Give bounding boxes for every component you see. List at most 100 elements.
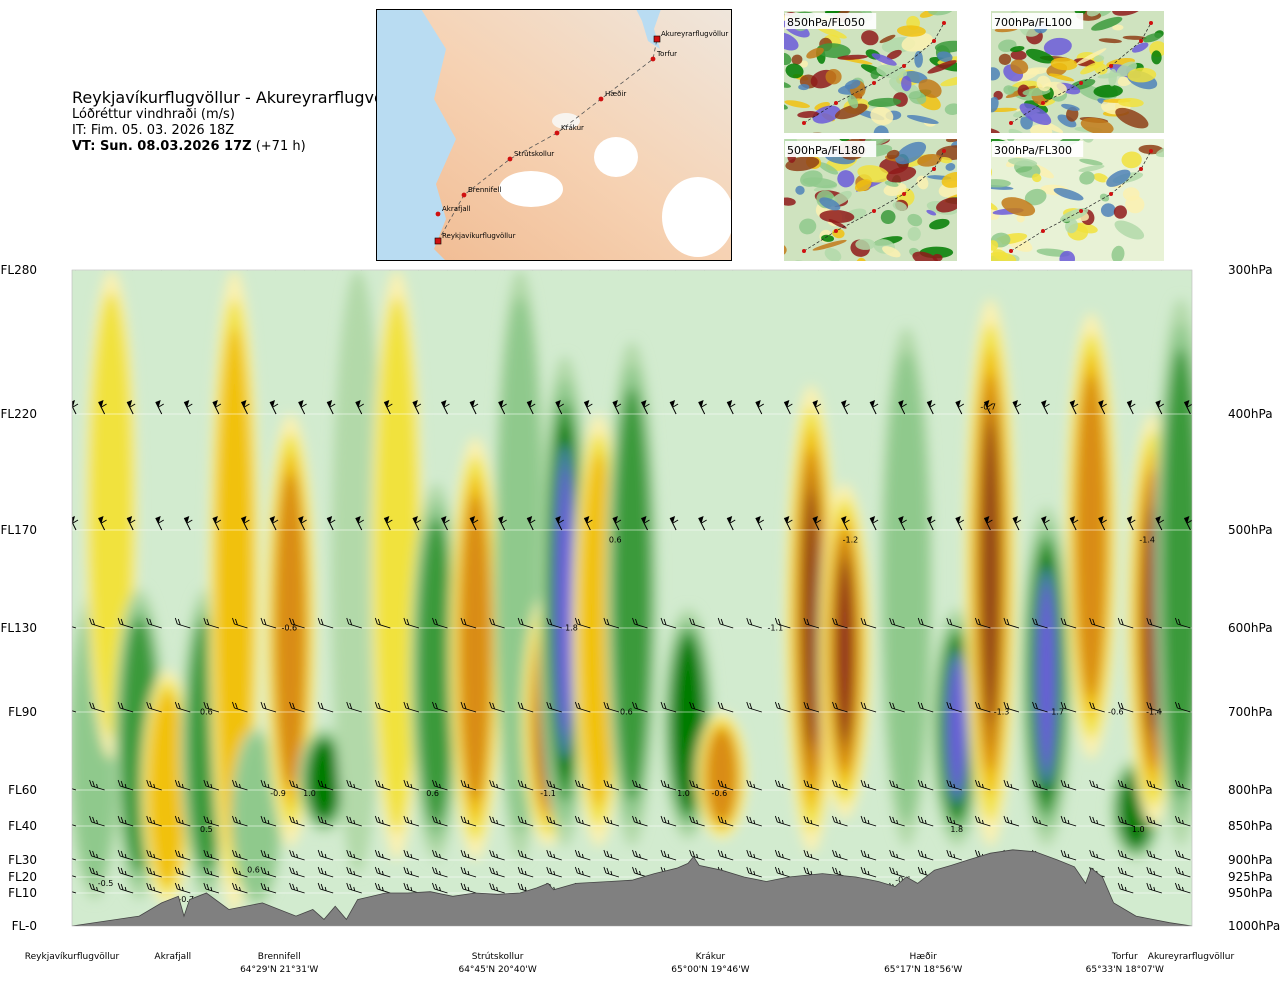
thumbnail-field-blob: [871, 53, 897, 66]
barb-feather: [1174, 882, 1178, 890]
barb-feather: [174, 701, 178, 709]
barb-feather: [149, 816, 153, 824]
flight-level-label: FL280: [1, 263, 38, 277]
barb-feather: [406, 883, 410, 891]
barb-pennant: [155, 516, 161, 523]
wind-barb: [841, 400, 850, 415]
barb-feather: [689, 849, 693, 857]
barb-staff: [669, 401, 677, 415]
barb-feather: [517, 866, 521, 874]
barb-feather: [203, 866, 207, 874]
barb-staff: [891, 623, 905, 629]
wind-barb: [460, 815, 477, 827]
barb-feather: [860, 617, 864, 625]
wind-barb: [346, 701, 362, 713]
thumbnail-field-blob: [824, 247, 842, 261]
barb-pennant: [184, 256, 189, 263]
pressure-level-label: 800hPa: [1228, 783, 1273, 797]
wind-barb: [346, 882, 362, 894]
barb-staff: [320, 707, 334, 713]
barb-feather: [64, 851, 66, 857]
barb-feather: [320, 816, 324, 824]
thumbnail-field-blob: [886, 49, 902, 60]
thumbnail-field-blob: [844, 79, 861, 90]
barb-feather: [89, 701, 93, 709]
thumbnail-field-blob: [1025, 48, 1055, 64]
barb-feather: [463, 883, 467, 891]
barb-staff: [434, 707, 448, 713]
barb-staff: [1069, 401, 1077, 415]
barb-pennant: [898, 400, 904, 407]
barb-feather: [606, 618, 610, 626]
barb-feather: [460, 701, 464, 709]
barb-feather: [463, 816, 467, 824]
barb-staff: [777, 855, 791, 861]
barb-staff: [275, 270, 277, 271]
barb-staff: [989, 270, 991, 271]
barb-staff: [462, 623, 477, 629]
barb-feather: [492, 816, 496, 824]
barb-pennant: [298, 400, 304, 407]
barb-feather: [489, 866, 493, 874]
barb-feather: [615, 519, 622, 524]
barb-feather: [292, 816, 296, 824]
barb-feather: [435, 850, 438, 858]
wind-barb: [489, 882, 505, 894]
barb-feather: [129, 519, 136, 524]
barb-feather: [896, 870, 899, 876]
barb-feather: [689, 815, 693, 823]
barb-feather: [349, 850, 353, 858]
thumbnail-field-blob: [837, 170, 855, 188]
thumbnail-field-blob: [819, 197, 841, 211]
thumbnail-field-blob: [906, 114, 939, 124]
barb-staff: [634, 821, 648, 827]
barb-staff: [441, 401, 448, 415]
station-marker: [461, 192, 467, 198]
wind-barb: [1183, 516, 1192, 531]
barb-staff: [320, 785, 334, 791]
thumbnail-field-blob: [886, 166, 917, 183]
thumbnail-field-blob: [932, 253, 943, 261]
barb-staff: [589, 270, 591, 271]
wind-barb: [412, 516, 422, 531]
barb-pennant: [727, 400, 733, 407]
barb-feather: [346, 882, 350, 890]
barb-staff: [862, 821, 877, 827]
wind-barb: [89, 815, 105, 827]
wind-barb: [432, 779, 448, 791]
barb-feather: [120, 867, 124, 875]
barb-feather: [149, 618, 153, 626]
barb-feather: [1063, 816, 1067, 824]
barb-feather: [803, 701, 807, 709]
barb-staff: [234, 888, 248, 894]
barb-feather: [806, 702, 810, 710]
barb-staff: [641, 401, 648, 415]
thumbnail-field-blob: [944, 103, 957, 115]
barb-staff: [583, 517, 591, 531]
barb-staff: [405, 623, 420, 629]
barb-feather: [353, 870, 356, 876]
wind-barb: [889, 815, 905, 827]
barb-staff: [412, 517, 420, 531]
barb-feather: [1039, 819, 1041, 825]
thumbnail-field-blob: [1079, 171, 1095, 185]
contour-value-label: -0.6: [1108, 708, 1124, 717]
barb-staff: [920, 821, 934, 827]
contour-value-label: 1.0: [303, 789, 316, 798]
barb-feather: [239, 870, 241, 876]
thumbnail-field-blob: [929, 218, 950, 230]
barb-staff: [504, 270, 505, 271]
wind-barb: [1146, 815, 1162, 827]
thumbnail-station-marker: [834, 101, 838, 105]
barb-feather: [406, 816, 410, 824]
barb-feather: [929, 519, 936, 524]
barb-staff: [434, 623, 448, 629]
thumbnail-field-blob: [798, 83, 810, 91]
barb-staff: [761, 270, 762, 271]
barb-pennant: [755, 400, 761, 407]
barb-feather: [1016, 260, 1021, 263]
barb-pennant: [584, 256, 589, 263]
thumbnail-field-blob: [927, 11, 955, 16]
wind-barb: [489, 701, 505, 713]
barb-feather: [581, 783, 584, 789]
